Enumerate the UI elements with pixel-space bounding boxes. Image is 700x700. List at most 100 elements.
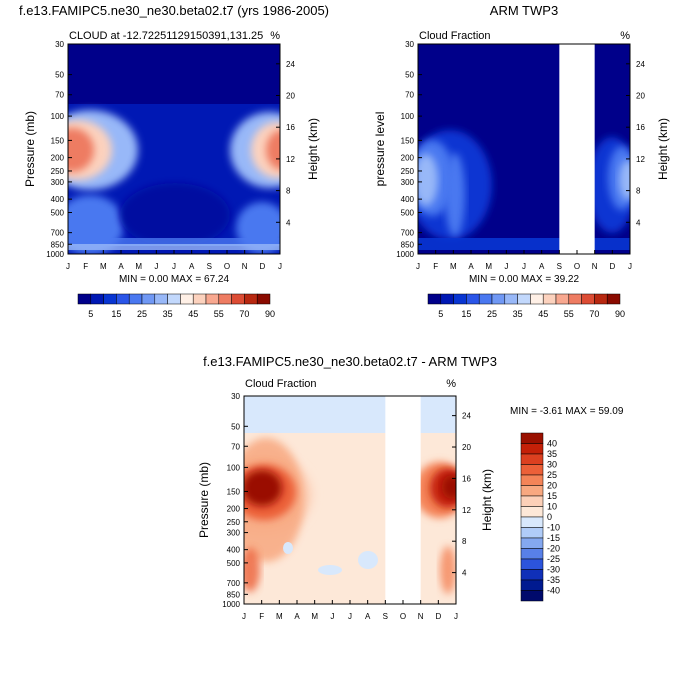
colorbar-label: 0 <box>547 512 552 522</box>
colorbar-swatch <box>491 293 506 305</box>
low-cloud-band <box>68 238 280 246</box>
colorbar-swatch <box>154 293 168 305</box>
pressure-tick-label: 1000 <box>222 600 240 609</box>
colorbar-swatch <box>520 464 544 476</box>
colorbar-label: -15 <box>547 533 560 543</box>
month-tick-label: M <box>100 262 107 271</box>
colorbar-swatch <box>103 293 117 305</box>
colorbar-swatch <box>466 293 480 305</box>
pressure-tick-label: 30 <box>55 40 64 49</box>
pressure-tick-label: 700 <box>401 229 415 238</box>
colorbar-swatch <box>244 293 258 305</box>
pressure-tick-label: 400 <box>51 195 65 204</box>
colorbar-label: 55 <box>564 309 574 319</box>
panel-model-ylabel-right: Height (km) <box>306 118 320 180</box>
panel-obs-ylabel: pressure level <box>373 112 387 187</box>
month-tick-label: J <box>504 262 508 271</box>
colorbar-swatch <box>141 293 156 305</box>
month-tick-label: J <box>242 612 246 621</box>
panel-model-unit: % <box>270 30 280 42</box>
month-tick-label: J <box>278 262 282 271</box>
height-tick-label: 20 <box>286 92 295 101</box>
pressure-tick-label: 70 <box>231 442 240 451</box>
colorbar-label: 10 <box>547 502 557 512</box>
height-tick-label: 4 <box>462 569 467 578</box>
pressure-tick-label: 100 <box>227 463 241 472</box>
colorbar-swatch <box>581 293 595 305</box>
panel-model-ylabel: Pressure (mb) <box>23 111 37 187</box>
month-tick-label: N <box>418 612 424 621</box>
pressure-tick-label: 300 <box>227 529 241 538</box>
colorbar-swatch <box>90 293 104 305</box>
pressure-tick-label: 50 <box>231 422 240 431</box>
colorbar-swatch <box>77 293 92 305</box>
upper-negative-band <box>244 396 456 433</box>
colorbar-swatch <box>568 293 582 305</box>
panel-diff-minmax: MIN = -3.61 MAX = 59.09 <box>510 406 624 417</box>
colorbar-label: 45 <box>538 309 548 319</box>
colorbar-swatch <box>520 495 544 507</box>
panel-obs-unit: % <box>620 30 630 42</box>
month-tick-label: S <box>383 612 388 621</box>
colorbar-swatch <box>520 590 544 602</box>
diff-feature <box>442 475 456 499</box>
colorbar-swatch <box>520 516 544 528</box>
panel-obs-ylabel-right: Height (km) <box>656 118 670 180</box>
month-tick-label: A <box>539 262 545 271</box>
colorbar-swatch <box>427 293 442 305</box>
month-tick-label: J <box>416 262 420 271</box>
colorbar-label: 35 <box>547 449 557 459</box>
height-tick-label: 20 <box>462 443 471 452</box>
pressure-tick-label: 50 <box>55 71 64 80</box>
colorbar-label: 15 <box>461 309 471 319</box>
height-tick-label: 12 <box>462 506 471 515</box>
colorbar-swatch <box>192 293 207 305</box>
colorbar-label: 90 <box>615 309 625 319</box>
diff-feature <box>244 548 260 592</box>
panel-model-title: f.e13.FAMIPC5.ne30_ne30.beta02.t7 (yrs 1… <box>19 3 329 18</box>
height-tick-label: 16 <box>462 474 471 483</box>
cloud-feature <box>68 128 94 172</box>
diff-feature <box>440 546 456 594</box>
colorbar-label: 15 <box>111 309 121 319</box>
month-tick-label: J <box>154 262 158 271</box>
pressure-tick-label: 100 <box>401 112 415 121</box>
pressure-tick-label: 200 <box>227 505 241 514</box>
low-cloud-band <box>418 238 630 250</box>
colorbar-swatch <box>606 293 621 305</box>
month-tick-label: S <box>557 262 562 271</box>
height-tick-label: 8 <box>636 187 641 196</box>
colorbar-swatch <box>520 527 544 539</box>
colorbar-label: 70 <box>239 309 249 319</box>
pressure-tick-label: 850 <box>51 240 65 249</box>
diff-feature <box>318 565 342 575</box>
cloud-feature <box>266 130 280 170</box>
panel-diff-ylabel-right: Height (km) <box>480 469 494 531</box>
colorbar-swatch <box>440 293 454 305</box>
colorbar-swatch <box>520 474 544 486</box>
colorbar-swatch <box>167 293 181 305</box>
colorbar-swatch <box>520 537 544 549</box>
missing-data-gap <box>559 44 595 254</box>
colorbar-label: -10 <box>547 523 560 533</box>
cloud-feature <box>418 154 438 206</box>
height-tick-label: 16 <box>636 123 645 132</box>
colorbar-swatch <box>520 443 544 455</box>
colorbar-swatch <box>520 548 544 560</box>
colorbar-label: -20 <box>547 544 560 554</box>
height-tick-label: 8 <box>462 537 467 546</box>
month-tick-label: A <box>468 262 474 271</box>
month-tick-label: N <box>592 262 598 271</box>
month-tick-label: O <box>574 262 580 271</box>
colorbar-label: 30 <box>547 460 557 470</box>
month-tick-label: A <box>189 262 195 271</box>
pressure-tick-label: 150 <box>51 136 65 145</box>
month-tick-label: J <box>454 612 458 621</box>
panel-obs-colorbar: 5 15 25 35 45 55 70 90 <box>427 293 625 319</box>
pressure-tick-label: 300 <box>401 178 415 187</box>
month-tick-label: A <box>118 262 124 271</box>
panel-obs: ARM TWP3 Cloud Fraction % pressure level… <box>373 3 670 319</box>
